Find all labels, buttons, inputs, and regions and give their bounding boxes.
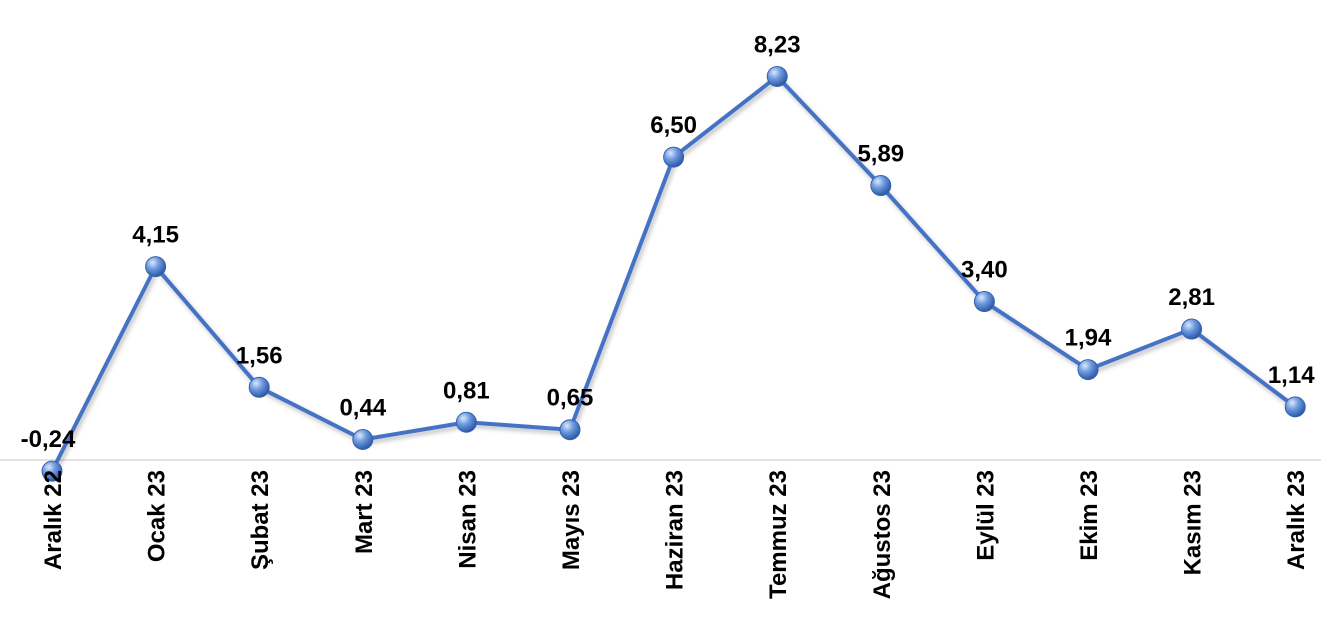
data-label: 8,23 [754, 31, 801, 58]
data-label: 2,81 [1168, 284, 1215, 311]
x-tick-label: Şubat 23 [247, 470, 274, 570]
data-point [248, 376, 270, 398]
data-point [145, 256, 167, 278]
data-point [1077, 359, 1099, 381]
data-point [455, 411, 477, 433]
x-tick-label: Ağustos 23 [869, 470, 896, 599]
data-point [870, 175, 892, 197]
data-label: 1,56 [236, 342, 283, 369]
x-tick-label: Mart 23 [351, 470, 378, 554]
data-point [559, 419, 581, 441]
x-tick-label: Haziran 23 [662, 470, 689, 590]
x-axis-tick-labels: Aralık 22 Ocak 23 Şubat 23 Mart 23 Nisan 23 M… [40, 470, 1310, 599]
data-point [766, 65, 788, 87]
data-point [41, 460, 63, 482]
data-label: 0,81 [443, 377, 490, 404]
data-point [1181, 318, 1203, 340]
data-label: 3,40 [961, 257, 1008, 284]
data-point [1284, 396, 1306, 418]
data-labels: -0,24 4,15 1,56 0,44 0,81 0,65 6,50 8,23 5,89 3,4… [21, 31, 1316, 453]
data-label: 1,94 [1065, 325, 1112, 352]
data-label: 0,65 [547, 385, 594, 412]
x-tick-label: Temmuz 23 [765, 470, 792, 599]
x-tick-label: Mayıs 23 [558, 470, 585, 570]
data-label: 4,15 [132, 222, 179, 249]
data-label: 6,50 [650, 112, 697, 139]
x-tick-label: Eylül 23 [972, 470, 999, 561]
data-label: 0,44 [339, 394, 386, 421]
data-point [352, 428, 374, 450]
x-tick-label: Kasım 23 [1180, 470, 1207, 575]
x-tick-label: Ekim 23 [1076, 470, 1103, 561]
data-label: 1,14 [1268, 362, 1315, 389]
x-tick-label: Aralık 22 [40, 470, 67, 570]
markers [41, 65, 1306, 482]
data-label: 5,89 [857, 141, 904, 168]
data-point [973, 291, 995, 313]
x-tick-label: Aralık 23 [1283, 470, 1310, 570]
x-tick-label: Nisan 23 [454, 470, 481, 569]
data-label: -0,24 [21, 426, 76, 453]
x-tick-label: Ocak 23 [144, 470, 171, 562]
data-point [663, 146, 685, 168]
